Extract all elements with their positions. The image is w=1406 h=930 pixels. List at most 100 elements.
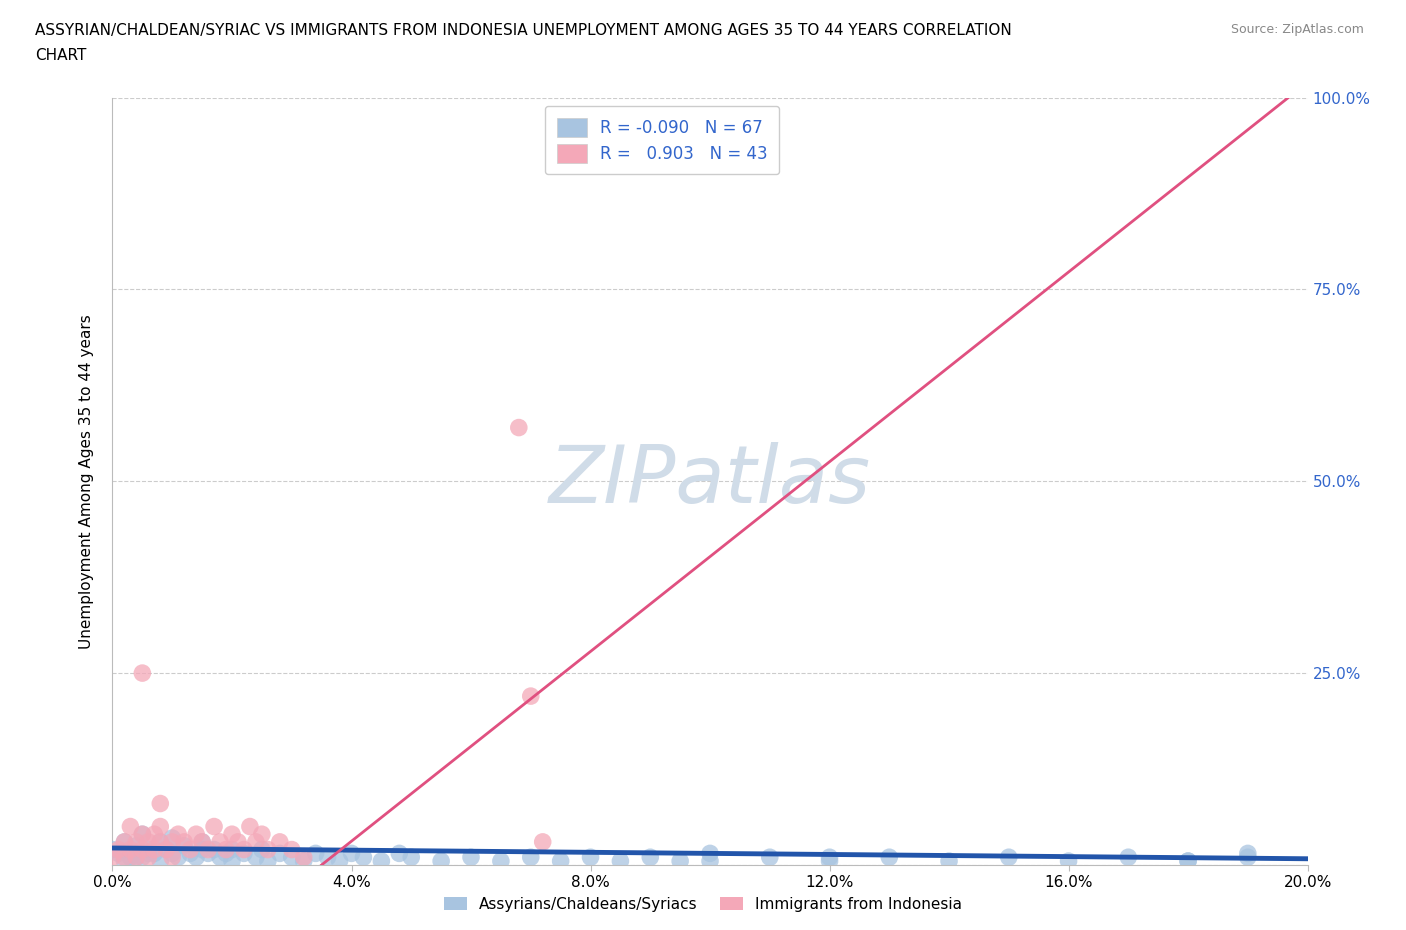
Point [125, 834, 148, 849]
Point [162, 830, 183, 845]
Point [173, 838, 195, 853]
Point [292, 854, 315, 869]
Point [818, 850, 841, 865]
Point [167, 850, 190, 865]
Point [250, 827, 273, 842]
Point [353, 850, 375, 865]
Point [520, 850, 543, 865]
Point [329, 854, 352, 869]
Point [531, 834, 554, 849]
Point [114, 854, 135, 869]
Point [114, 850, 135, 865]
Point [640, 850, 662, 865]
Point [1118, 850, 1140, 865]
Point [879, 850, 901, 865]
Point [138, 843, 160, 857]
Point [173, 834, 195, 849]
Point [370, 854, 392, 869]
Point [669, 854, 692, 869]
Point [269, 846, 291, 861]
Point [131, 666, 153, 681]
Point [101, 850, 124, 865]
Point [1237, 850, 1260, 865]
Point [520, 688, 543, 703]
Point [938, 854, 960, 869]
Text: ZIPatlas: ZIPatlas [548, 443, 872, 520]
Point [131, 843, 153, 857]
Point [149, 819, 172, 834]
Point [388, 846, 411, 861]
Point [699, 846, 721, 861]
Point [131, 827, 153, 842]
Point [114, 834, 135, 849]
Point [131, 850, 153, 865]
Point [233, 843, 256, 857]
Point [120, 843, 142, 857]
Point [221, 843, 243, 857]
Point [579, 850, 602, 865]
Point [818, 854, 841, 869]
Point [221, 854, 243, 869]
Point [197, 846, 219, 861]
Point [149, 854, 172, 869]
Legend: Assyrians/Chaldeans/Syriacs, Immigrants from Indonesia: Assyrians/Chaldeans/Syriacs, Immigrants … [437, 890, 969, 918]
Point [508, 420, 530, 435]
Point [239, 819, 262, 834]
Point [191, 834, 214, 849]
Point [155, 843, 177, 857]
Point [609, 854, 631, 869]
Point [202, 843, 225, 857]
Point [215, 846, 238, 861]
Point [221, 827, 243, 842]
Point [125, 850, 148, 865]
Y-axis label: Unemployment Among Ages 35 to 44 years: Unemployment Among Ages 35 to 44 years [79, 314, 94, 648]
Point [257, 843, 280, 857]
Point [138, 846, 160, 861]
Text: CHART: CHART [35, 48, 87, 63]
Point [186, 827, 208, 842]
Point [120, 819, 142, 834]
Point [1177, 854, 1199, 869]
Point [138, 850, 160, 865]
Text: Source: ZipAtlas.com: Source: ZipAtlas.com [1230, 23, 1364, 36]
Point [149, 834, 172, 849]
Point [143, 846, 166, 861]
Point [759, 850, 782, 865]
Point [179, 843, 201, 857]
Point [998, 850, 1021, 865]
Point [107, 846, 129, 861]
Point [155, 843, 177, 857]
Point [215, 843, 238, 857]
Point [460, 850, 482, 865]
Point [202, 819, 225, 834]
Point [209, 850, 232, 865]
Point [489, 854, 512, 869]
Point [131, 827, 153, 842]
Point [699, 854, 721, 869]
Point [1177, 854, 1199, 869]
Point [233, 846, 256, 861]
Point [149, 834, 172, 849]
Point [316, 850, 339, 865]
Point [281, 843, 304, 857]
Point [305, 846, 328, 861]
Point [167, 827, 190, 842]
Point [197, 843, 219, 857]
Point [138, 834, 160, 849]
Point [1237, 846, 1260, 861]
Point [250, 843, 273, 857]
Point [114, 834, 135, 849]
Point [281, 850, 304, 865]
Point [191, 834, 214, 849]
Point [340, 846, 363, 861]
Point [143, 843, 166, 857]
Point [226, 834, 249, 849]
Legend: R = -0.090   N = 67, R =   0.903   N = 43: R = -0.090 N = 67, R = 0.903 N = 43 [546, 106, 779, 175]
Point [292, 850, 315, 865]
Point [209, 834, 232, 849]
Point [143, 827, 166, 842]
Point [401, 850, 423, 865]
Point [186, 850, 208, 865]
Point [149, 796, 172, 811]
Point [1057, 854, 1080, 869]
